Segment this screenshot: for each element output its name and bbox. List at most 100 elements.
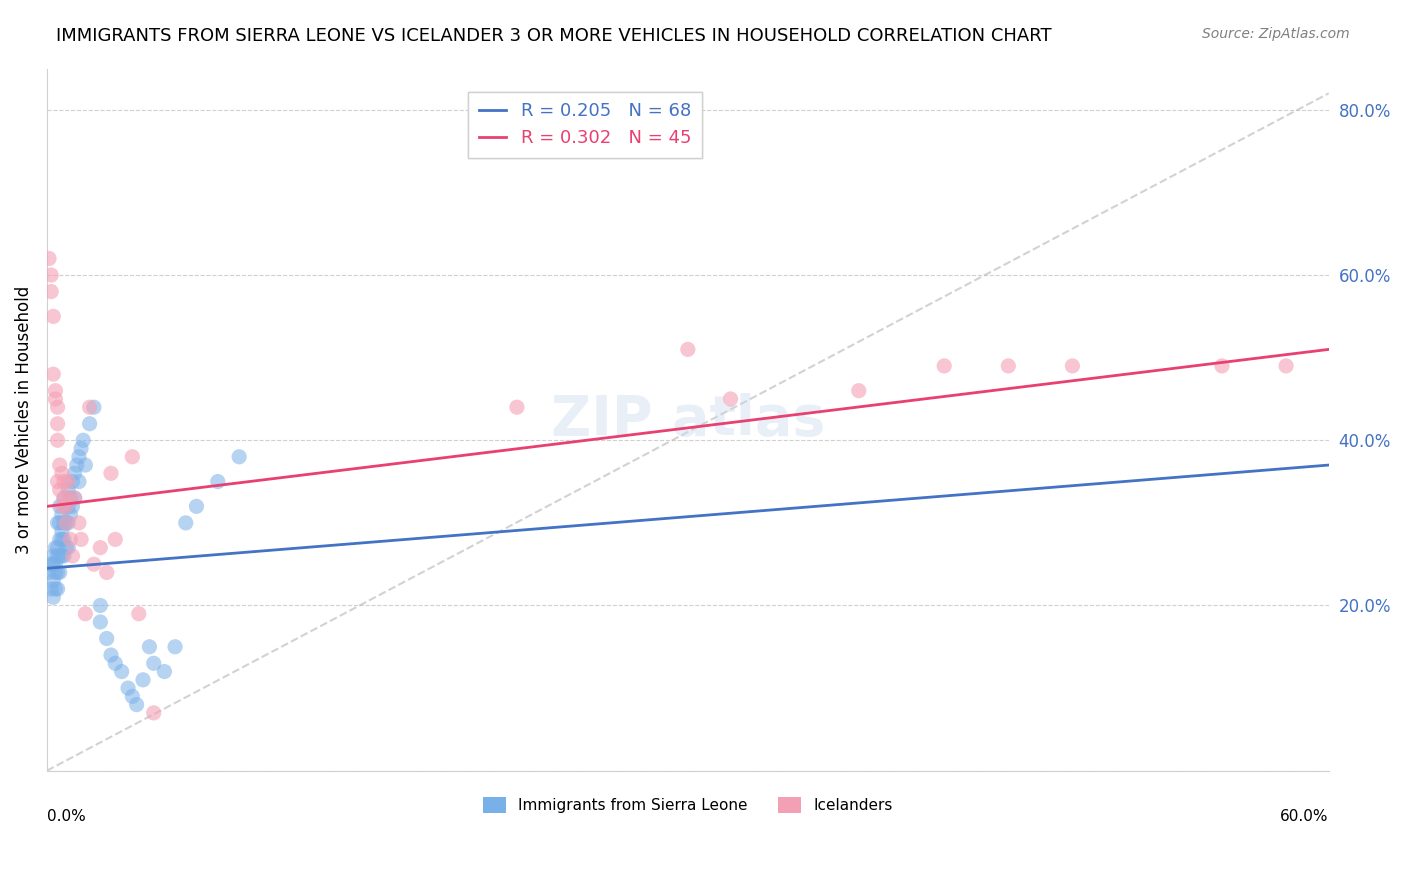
Text: 0.0%: 0.0%	[46, 809, 86, 824]
Point	[55, 516, 77, 530]
Point	[142, 657, 165, 671]
Point	[59, 491, 82, 505]
Point	[676, 343, 699, 357]
Point	[38, 252, 60, 266]
Point	[46, 582, 69, 596]
Text: Source: ZipAtlas.com: Source: ZipAtlas.com	[1202, 27, 1350, 41]
Point	[42, 557, 65, 571]
Point	[1211, 359, 1233, 373]
Point	[104, 657, 127, 671]
Point	[39, 582, 62, 596]
Point	[42, 549, 65, 563]
Point	[42, 591, 65, 605]
Point	[39, 268, 62, 282]
Point	[48, 533, 70, 547]
Point	[58, 475, 80, 489]
Point	[46, 401, 69, 415]
Point	[89, 615, 111, 629]
Point	[39, 557, 62, 571]
Legend: R = 0.205   N = 68, R = 0.302   N = 45: R = 0.205 N = 68, R = 0.302 N = 45	[468, 92, 702, 158]
Point	[121, 690, 143, 704]
Point	[62, 500, 84, 514]
Point	[125, 698, 148, 712]
Text: IMMIGRANTS FROM SIERRA LEONE VS ICELANDER 3 OR MORE VEHICLES IN HOUSEHOLD CORREL: IMMIGRANTS FROM SIERRA LEONE VS ICELANDE…	[56, 27, 1052, 45]
Point	[165, 640, 187, 654]
Point	[70, 442, 93, 456]
Point	[63, 491, 86, 505]
Point	[51, 467, 73, 481]
Point	[51, 533, 73, 547]
Point	[53, 533, 76, 547]
Point	[53, 549, 76, 563]
Point	[997, 359, 1019, 373]
Point	[186, 500, 208, 514]
Point	[63, 491, 86, 505]
Point	[58, 516, 80, 530]
Point	[59, 533, 82, 547]
Point	[59, 508, 82, 522]
Point	[70, 533, 93, 547]
Point	[51, 500, 73, 514]
Point	[44, 566, 66, 580]
Point	[66, 458, 89, 472]
Point	[89, 599, 111, 613]
Point	[58, 491, 80, 505]
Point	[89, 541, 111, 555]
Point	[48, 483, 70, 497]
Point	[44, 541, 66, 555]
Point	[228, 450, 250, 464]
Point	[46, 516, 69, 530]
Point	[75, 607, 97, 621]
Point	[67, 450, 90, 464]
Point	[48, 566, 70, 580]
Point	[75, 458, 97, 472]
Point	[48, 458, 70, 472]
Point	[39, 285, 62, 299]
Point	[53, 516, 76, 530]
Point	[58, 500, 80, 514]
Point	[96, 632, 118, 646]
Point	[46, 417, 69, 431]
Point	[46, 549, 69, 563]
Text: 60.0%: 60.0%	[1281, 809, 1329, 824]
Point	[46, 434, 69, 448]
Y-axis label: 3 or more Vehicles in Household: 3 or more Vehicles in Household	[15, 285, 32, 554]
Point	[848, 384, 870, 398]
Point	[63, 467, 86, 481]
Text: ZIP atlas: ZIP atlas	[551, 392, 825, 447]
Point	[42, 574, 65, 588]
Point	[104, 533, 127, 547]
Point	[58, 541, 80, 555]
Point	[153, 665, 176, 679]
Point	[44, 557, 66, 571]
Point	[46, 541, 69, 555]
Point	[44, 392, 66, 406]
Point	[67, 475, 90, 489]
Point	[79, 401, 101, 415]
Point	[121, 450, 143, 464]
Point	[1062, 359, 1084, 373]
Point	[506, 401, 529, 415]
Point	[46, 566, 69, 580]
Point	[38, 566, 60, 580]
Point	[62, 549, 84, 563]
Point	[117, 681, 139, 695]
Point	[58, 483, 80, 497]
Point	[128, 607, 150, 621]
Point	[42, 367, 65, 381]
Point	[83, 401, 105, 415]
Point	[111, 665, 134, 679]
Point	[79, 417, 101, 431]
Point	[138, 640, 160, 654]
Point	[720, 392, 742, 406]
Point	[48, 516, 70, 530]
Point	[72, 434, 94, 448]
Point	[48, 500, 70, 514]
Point	[44, 582, 66, 596]
Point	[48, 549, 70, 563]
Point	[207, 475, 229, 489]
Point	[55, 500, 77, 514]
Point	[51, 508, 73, 522]
Point	[53, 491, 76, 505]
Point	[100, 467, 122, 481]
